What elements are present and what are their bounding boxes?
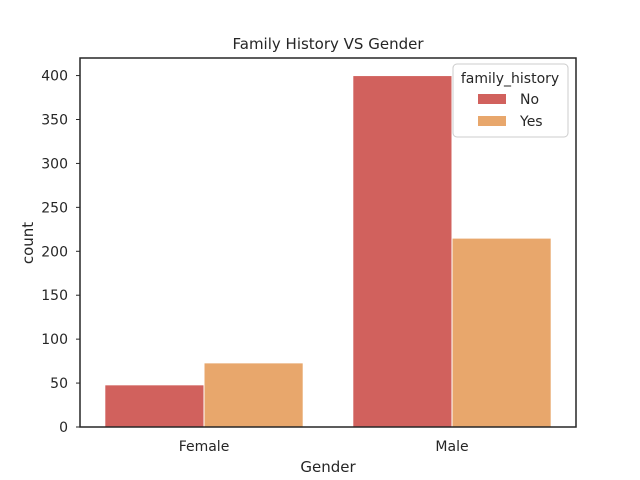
legend-items: No Yes <box>478 92 543 130</box>
bar-female-yes <box>203 362 304 428</box>
bar-male-yes <box>451 237 552 428</box>
chart-title: Family History VS Gender <box>233 35 425 53</box>
y-axis-ticks: 0 50 100 150 200 250 300 350 400 <box>41 69 80 436</box>
bar-male-no <box>352 75 453 428</box>
y-tick-label: 50 <box>50 376 68 392</box>
y-tick-label: 400 <box>41 69 68 85</box>
y-tick-label: 350 <box>41 113 68 129</box>
legend-label-yes: Yes <box>519 114 543 130</box>
x-tick-label: Female <box>179 439 230 455</box>
bars <box>104 75 552 428</box>
legend-label-no: No <box>520 92 539 108</box>
plot-frame <box>79 57 577 428</box>
y-tick-label: 100 <box>41 332 68 348</box>
bar-female-no <box>104 384 205 428</box>
legend-title: family_history <box>461 71 559 87</box>
y-axis-label: count <box>19 222 37 264</box>
x-axis-ticks: Female Male <box>179 439 469 455</box>
y-tick-label: 300 <box>41 156 68 172</box>
legend: family_history No Yes <box>452 63 569 138</box>
y-tick-label: 250 <box>41 200 68 216</box>
y-tick-label: 0 <box>59 420 68 436</box>
x-axis-label: Gender <box>300 458 356 476</box>
y-tick-label: 150 <box>41 288 68 304</box>
y-tick-label: 200 <box>41 244 68 260</box>
legend-swatch-yes <box>478 116 506 126</box>
x-tick-label: Male <box>435 439 468 455</box>
legend-swatch-no <box>478 94 506 104</box>
